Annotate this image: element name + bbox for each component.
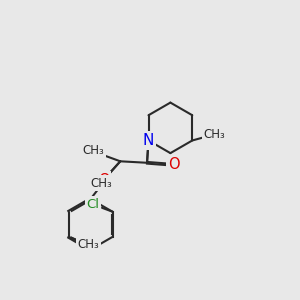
Text: N: N <box>143 133 154 148</box>
Text: O: O <box>98 173 110 188</box>
Text: O: O <box>168 157 180 172</box>
Text: CH₃: CH₃ <box>203 128 225 141</box>
Text: N: N <box>143 133 154 148</box>
Text: Cl: Cl <box>87 198 100 211</box>
Text: CH₃: CH₃ <box>90 177 112 190</box>
Text: CH₃: CH₃ <box>83 143 104 157</box>
Text: CH₃: CH₃ <box>78 238 100 251</box>
Text: N: N <box>143 133 154 148</box>
